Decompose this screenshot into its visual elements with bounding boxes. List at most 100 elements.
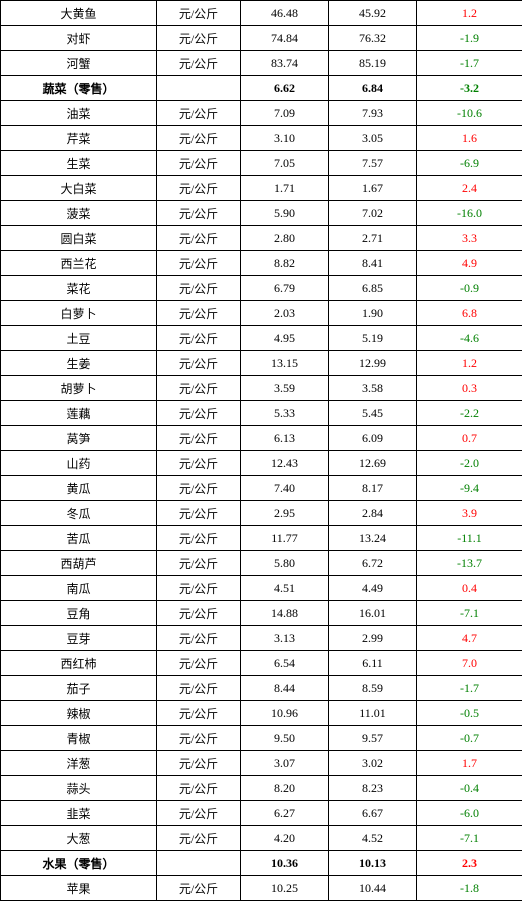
item-price-a: 10.25 <box>241 876 329 901</box>
item-name: 圆白菜 <box>1 226 157 251</box>
item-price-a: 8.82 <box>241 251 329 276</box>
item-change: -0.9 <box>417 276 522 301</box>
table-row: 圆白菜元/公斤2.802.713.3 <box>1 226 522 251</box>
item-price-a: 10.36 <box>241 851 329 876</box>
item-price-a: 8.20 <box>241 776 329 801</box>
item-name: 豆芽 <box>1 626 157 651</box>
table-row: 油菜元/公斤7.097.93-10.6 <box>1 101 522 126</box>
item-change: -10.6 <box>417 101 522 126</box>
item-unit: 元/公斤 <box>157 101 241 126</box>
item-price-b: 45.92 <box>329 1 417 26</box>
item-name: 南瓜 <box>1 576 157 601</box>
item-change: -16.0 <box>417 201 522 226</box>
item-price-b: 6.84 <box>329 76 417 101</box>
item-price-a: 6.13 <box>241 426 329 451</box>
item-name: 山药 <box>1 451 157 476</box>
item-name: 菜花 <box>1 276 157 301</box>
item-price-a: 5.80 <box>241 551 329 576</box>
item-name: 西兰花 <box>1 251 157 276</box>
table-row: 莴笋元/公斤6.136.090.7 <box>1 426 522 451</box>
item-price-b: 5.45 <box>329 401 417 426</box>
table-row: 冬瓜元/公斤2.952.843.9 <box>1 501 522 526</box>
item-price-b: 8.17 <box>329 476 417 501</box>
item-name: 白萝卜 <box>1 301 157 326</box>
item-change: -0.4 <box>417 776 522 801</box>
item-change: 3.3 <box>417 226 522 251</box>
item-change: 7.0 <box>417 651 522 676</box>
item-price-b: 76.32 <box>329 26 417 51</box>
item-change: 4.7 <box>417 626 522 651</box>
item-unit: 元/公斤 <box>157 676 241 701</box>
item-price-a: 4.51 <box>241 576 329 601</box>
table-row: 西红柿元/公斤6.546.117.0 <box>1 651 522 676</box>
item-price-b: 4.49 <box>329 576 417 601</box>
item-price-b: 10.13 <box>329 851 417 876</box>
item-unit: 元/公斤 <box>157 876 241 901</box>
item-change: -7.1 <box>417 826 522 851</box>
item-price-a: 6.79 <box>241 276 329 301</box>
item-unit: 元/公斤 <box>157 601 241 626</box>
item-unit: 元/公斤 <box>157 626 241 651</box>
item-name: 芹菜 <box>1 126 157 151</box>
item-price-a: 6.62 <box>241 76 329 101</box>
item-price-b: 8.41 <box>329 251 417 276</box>
item-price-b: 2.71 <box>329 226 417 251</box>
item-price-a: 12.43 <box>241 451 329 476</box>
item-change: -13.7 <box>417 551 522 576</box>
item-price-a: 46.48 <box>241 1 329 26</box>
item-change: -9.4 <box>417 476 522 501</box>
item-price-a: 6.54 <box>241 651 329 676</box>
item-change: -6.9 <box>417 151 522 176</box>
item-unit: 元/公斤 <box>157 351 241 376</box>
table-row: 白萝卜元/公斤2.031.906.8 <box>1 301 522 326</box>
table-row: 西葫芦元/公斤5.806.72-13.7 <box>1 551 522 576</box>
item-name: 辣椒 <box>1 701 157 726</box>
table-row: 苹果元/公斤10.2510.44-1.8 <box>1 876 522 901</box>
item-price-b: 6.85 <box>329 276 417 301</box>
table-row: 菜花元/公斤6.796.85-0.9 <box>1 276 522 301</box>
item-name: 油菜 <box>1 101 157 126</box>
item-name: 蔬菜（零售） <box>1 76 157 101</box>
item-price-b: 3.58 <box>329 376 417 401</box>
item-unit: 元/公斤 <box>157 426 241 451</box>
item-change: -2.2 <box>417 401 522 426</box>
table-row: 莲藕元/公斤5.335.45-2.2 <box>1 401 522 426</box>
item-name: 土豆 <box>1 326 157 351</box>
item-price-b: 3.02 <box>329 751 417 776</box>
table-row: 土豆元/公斤4.955.19-4.6 <box>1 326 522 351</box>
item-price-b: 6.09 <box>329 426 417 451</box>
item-unit: 元/公斤 <box>157 51 241 76</box>
item-change: 4.9 <box>417 251 522 276</box>
item-change: 2.3 <box>417 851 522 876</box>
item-name: 大白菜 <box>1 176 157 201</box>
item-price-a: 2.03 <box>241 301 329 326</box>
item-change: 2.4 <box>417 176 522 201</box>
item-change: -7.1 <box>417 601 522 626</box>
item-price-a: 3.13 <box>241 626 329 651</box>
item-change: 6.8 <box>417 301 522 326</box>
item-change: -0.5 <box>417 701 522 726</box>
table-row: 豆芽元/公斤3.132.994.7 <box>1 626 522 651</box>
item-price-b: 6.11 <box>329 651 417 676</box>
item-unit: 元/公斤 <box>157 451 241 476</box>
item-price-a: 74.84 <box>241 26 329 51</box>
item-price-b: 8.59 <box>329 676 417 701</box>
item-price-a: 3.07 <box>241 751 329 776</box>
table-row: 韭菜元/公斤6.276.67-6.0 <box>1 801 522 826</box>
item-unit: 元/公斤 <box>157 151 241 176</box>
item-price-b: 12.69 <box>329 451 417 476</box>
item-name: 莴笋 <box>1 426 157 451</box>
item-change: -2.0 <box>417 451 522 476</box>
item-unit: 元/公斤 <box>157 126 241 151</box>
item-price-b: 1.67 <box>329 176 417 201</box>
item-unit: 元/公斤 <box>157 551 241 576</box>
table-row: 大白菜元/公斤1.711.672.4 <box>1 176 522 201</box>
item-unit: 元/公斤 <box>157 501 241 526</box>
item-unit: 元/公斤 <box>157 751 241 776</box>
item-unit: 元/公斤 <box>157 801 241 826</box>
item-unit: 元/公斤 <box>157 726 241 751</box>
item-price-a: 8.44 <box>241 676 329 701</box>
item-price-b: 7.57 <box>329 151 417 176</box>
item-name: 青椒 <box>1 726 157 751</box>
item-name: 对虾 <box>1 26 157 51</box>
